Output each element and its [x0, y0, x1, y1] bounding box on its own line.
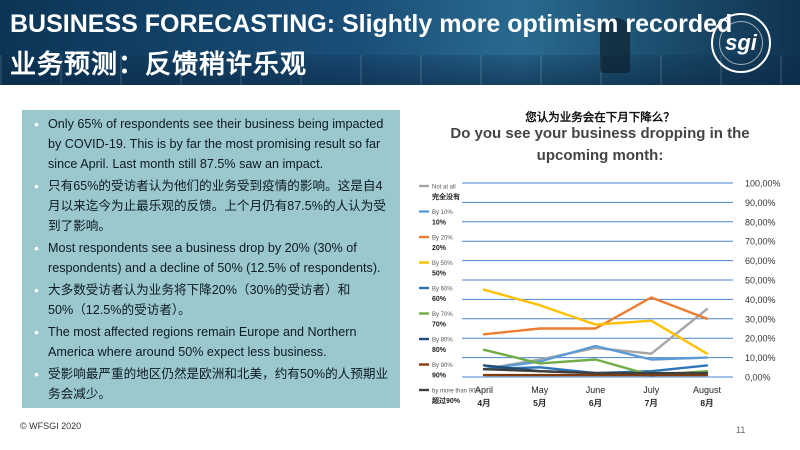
x-tick-label: August: [693, 385, 722, 395]
legend-label-chinese: 50%: [432, 271, 447, 278]
x-tick-label-chinese: 4月: [477, 398, 490, 408]
legend-label: By 20%: [432, 236, 453, 242]
y-tick-label: 30,00%: [745, 314, 776, 324]
legend-label-chinese: 70%: [432, 322, 447, 329]
y-tick-label: 80,00%: [745, 217, 776, 227]
copyright: © WFSGI 2020: [20, 421, 82, 431]
legend-label: By 70%: [432, 312, 453, 318]
page-title-chinese: 业务预测：反馈稍许乐观: [10, 49, 308, 79]
x-tick-label-chinese: 8月: [700, 398, 713, 408]
legend-label-chinese: 完全没有: [432, 192, 460, 201]
series-line: [482, 344, 709, 371]
legend-label: By 90%: [432, 363, 453, 369]
series-line: [482, 288, 709, 355]
series-line: [482, 368, 709, 375]
x-tick-label: June: [586, 385, 606, 395]
y-tick-label: 40,00%: [745, 295, 776, 305]
banner-track-image: [0, 55, 800, 85]
series-line: [482, 307, 709, 371]
y-tick-label: 20,00%: [745, 334, 776, 344]
legend-label: By 10%: [432, 210, 453, 216]
y-tick-label: 60,00%: [745, 256, 776, 266]
page-number: 11: [736, 425, 746, 435]
series-line: [482, 296, 709, 336]
x-tick-label: April: [475, 385, 493, 395]
bullet-item: Only 65% of respondents see their busine…: [32, 114, 392, 174]
bullet-item: 受影响最严重的地区仍然是欧洲和北美，约有50%的人预期业务会减少。: [32, 364, 392, 404]
summary-panel: Only 65% of respondents see their busine…: [22, 110, 400, 408]
y-tick-label: 50,00%: [745, 276, 776, 286]
x-tick-label: May: [531, 385, 549, 395]
legend-label-chinese: 90%: [432, 373, 447, 380]
y-tick-label: 90,00%: [745, 198, 776, 208]
legend-label-chinese: 超过90%: [432, 396, 461, 405]
x-tick-label-chinese: 6月: [589, 398, 602, 408]
y-tick-label: 70,00%: [745, 237, 776, 247]
legend-label: by more than 90%: [432, 389, 481, 395]
wfsgi-logo: sgi: [711, 13, 771, 73]
x-tick-label: July: [643, 385, 660, 395]
legend-label-chinese: 10%: [432, 220, 447, 227]
header-banner: BUSINESS FORECASTING: Slightly more opti…: [0, 0, 800, 85]
x-tick-label-chinese: 7月: [645, 398, 658, 408]
x-tick-label-chinese: 5月: [533, 398, 546, 408]
legend-label: By 50%: [432, 261, 453, 267]
bullet-item: The most affected regions remain Europe …: [32, 322, 392, 362]
bullet-item: 大多数受访者认为业务将下降20%（30%的受访者）和50%（12.5%的受访者）…: [32, 280, 392, 320]
legend-label-chinese: 80%: [432, 347, 447, 354]
page-title: BUSINESS FORECASTING: Slightly more opti…: [10, 10, 733, 38]
legend-label-chinese: 20%: [432, 245, 447, 252]
legend-label-chinese: 60%: [432, 296, 447, 303]
bullet-item: Most respondents see a business drop by …: [32, 238, 392, 278]
y-tick-label: 100,00%: [745, 179, 781, 189]
legend-label: By 80%: [432, 338, 453, 344]
chart-title: Do you see your business dropping in the…: [450, 125, 750, 164]
y-tick-label: 0,00%: [745, 373, 771, 383]
bullet-list: Only 65% of respondents see their busine…: [32, 114, 392, 404]
legend-label: Not at all: [432, 185, 456, 191]
banner-runner-image: [600, 18, 630, 73]
bullet-item: 只有65%的受访者认为他们的业务受到疫情的影响。这是自4月以来迄今为止最乐观的反…: [32, 176, 392, 236]
chart-title-chinese: 您认为业务会在下月下降么？: [525, 112, 675, 124]
legend-label: By 60%: [432, 287, 453, 293]
y-tick-label: 10,00%: [745, 353, 776, 363]
